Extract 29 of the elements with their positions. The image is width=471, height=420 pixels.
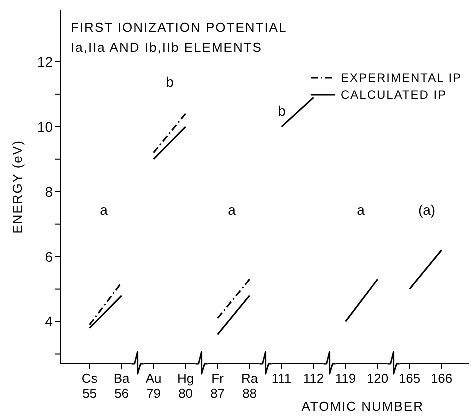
- annotation: a: [357, 202, 366, 218]
- x-tick-label: 112: [303, 371, 324, 386]
- annotation: a: [228, 202, 236, 218]
- annotation: (a): [418, 202, 436, 218]
- y-axis-title: ENERGY (eV): [10, 140, 25, 234]
- legend-label: EXPERIMENTAL IP: [341, 71, 462, 85]
- text: Ia,IIa AND Ib,IIb ELEMENTS: [71, 40, 262, 55]
- x-tick-label: Ra 88: [241, 371, 259, 401]
- annotation: b: [166, 74, 174, 90]
- x-axis-title: ATOMIC NUMBER: [302, 399, 424, 414]
- x-tick-label: Hg 80: [177, 371, 194, 401]
- x-tick-label: Fr 87: [210, 371, 226, 401]
- x-tick-label: 166: [430, 371, 453, 386]
- x-tick-label: 120: [366, 371, 389, 386]
- legend-label: CALCULATED IP: [341, 88, 448, 102]
- x-tick-label: Cs 55: [82, 371, 98, 401]
- y-tick-label: 10: [37, 118, 54, 135]
- y-tick-label: 4: [45, 314, 54, 330]
- annotation: a: [100, 202, 108, 218]
- text: FIRST IONIZATION POTENTIAL: [71, 20, 288, 35]
- x-tick-label: 165: [398, 371, 421, 386]
- y-tick-label: 6: [45, 248, 54, 265]
- y-tick-label: 12: [37, 54, 54, 70]
- y-tick-label: 8: [45, 184, 54, 200]
- x-tick-label: 119: [335, 371, 356, 386]
- x-tick-label: Ba 56: [114, 371, 131, 401]
- x-tick-label: 111: [272, 371, 292, 386]
- x-tick-label: Au 79: [146, 371, 162, 401]
- annotation: b: [278, 103, 286, 119]
